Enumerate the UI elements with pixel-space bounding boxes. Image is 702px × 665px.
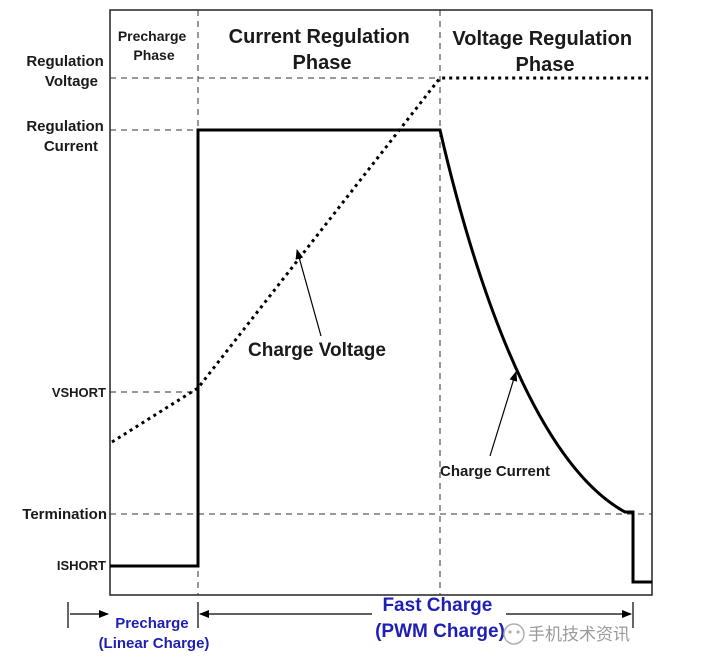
watermark: 手机技术资讯 xyxy=(503,623,630,645)
regulation-current-label: Regulation Current xyxy=(26,118,108,155)
plot-frame xyxy=(109,9,653,596)
charge-voltage-pointer xyxy=(295,249,322,337)
precharge-bottom-label: Precharge (Linear Charge) xyxy=(99,615,210,652)
precharge-phase-label: Precharge Phase xyxy=(118,28,190,63)
charge-current-curve xyxy=(110,128,652,584)
charge-current-pointer xyxy=(489,371,518,457)
interval-markers xyxy=(67,602,634,628)
voltage-regulation-phase-label: Voltage Regulation Phase xyxy=(452,28,637,76)
guide-lines xyxy=(110,10,652,595)
fast-charge-bottom-label: Fast Charge (PWM Charge) xyxy=(375,595,505,642)
current-regulation-phase-label: Current Regulation Phase xyxy=(229,26,416,74)
wechat-icon xyxy=(503,623,525,645)
ishort-label: ISHORT xyxy=(57,558,106,573)
charge-voltage-curve xyxy=(111,76,652,444)
charge-current-label: Charge Current xyxy=(440,463,550,480)
regulation-voltage-label: Regulation Voltage xyxy=(26,53,108,90)
termination-label: Termination xyxy=(22,506,107,523)
watermark-text: 手机技术资讯 xyxy=(528,625,630,645)
charge-voltage-label: Charge Voltage xyxy=(248,340,386,361)
vshort-label: VSHORT xyxy=(52,385,106,400)
